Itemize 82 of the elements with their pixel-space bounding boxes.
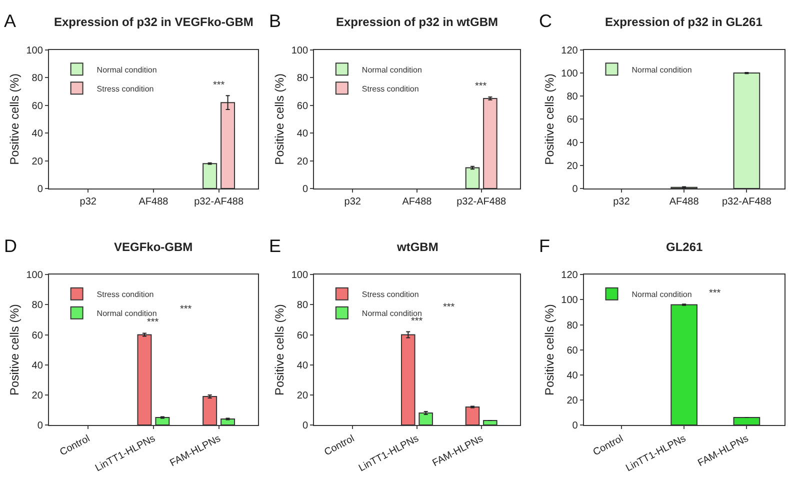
legend-label: Normal condition xyxy=(362,65,422,74)
y-tick-label: 120 xyxy=(561,45,578,56)
y-tick-label: 60 xyxy=(296,330,308,342)
text: C xyxy=(539,11,552,31)
y-tick-label: 100 xyxy=(291,270,308,282)
y-tick-label: 0 xyxy=(302,184,308,196)
legend-label: Stress condition xyxy=(362,84,419,94)
y-tick-label: 80 xyxy=(566,92,578,103)
y-tick-label: 0 xyxy=(302,420,308,432)
y-tick-label: 0 xyxy=(572,184,578,196)
chart-title: wtGBM xyxy=(396,240,438,254)
x-tick-label: p32-AF488 xyxy=(722,196,772,208)
y-tick-label: 100 xyxy=(291,45,308,56)
x-tick-label: AF488 xyxy=(138,196,169,208)
y-axis-title: Positive cells (%) xyxy=(542,74,556,165)
y-tick-label: 40 xyxy=(32,128,44,140)
y-tick-label: 80 xyxy=(296,73,308,84)
y-tick-label: 120 xyxy=(561,270,578,282)
annotation: *** xyxy=(443,302,455,313)
chart-title: VEGFko-GBM xyxy=(114,240,193,254)
legend-label: Normal condition xyxy=(632,290,692,299)
x-tick-label: p32 xyxy=(613,196,630,208)
x-tick-label: p32 xyxy=(80,196,97,208)
y-tick-label: 100 xyxy=(561,295,578,306)
legend-label: Normal condition xyxy=(362,308,422,318)
y-tick-label: 20 xyxy=(296,390,308,402)
legend-label: Stress condition xyxy=(362,290,419,299)
annotation: *** xyxy=(213,80,225,91)
chart-title: Expression of p32 in VEGFko-GBM xyxy=(54,15,254,29)
y-tick-label: 40 xyxy=(32,360,44,372)
y-tick-label: 60 xyxy=(32,330,44,342)
chart-title: Expression of p32 in wtGBM xyxy=(336,15,498,29)
y-tick-label: 80 xyxy=(32,300,44,312)
text: E xyxy=(269,236,282,256)
x-tick-label: p32-AF488 xyxy=(194,196,244,208)
y-tick-label: 80 xyxy=(566,320,578,332)
y-axis-title: Positive cells (%) xyxy=(272,74,287,165)
text: F xyxy=(539,236,550,256)
y-axis-title: Positive cells (%) xyxy=(272,304,287,396)
y-tick-label: 40 xyxy=(566,138,578,149)
x-tick-label: p32-AF488 xyxy=(456,196,507,208)
text: D xyxy=(4,236,17,256)
annotation: *** xyxy=(411,316,423,327)
text: A xyxy=(4,11,16,31)
legend-label: Normal condition xyxy=(632,65,692,74)
y-tick-label: 60 xyxy=(32,100,44,112)
y-tick-label: 0 xyxy=(572,420,578,432)
y-tick-label: 20 xyxy=(566,160,578,172)
y-tick-label: 60 xyxy=(296,100,308,112)
y-axis-title: Positive cells (%) xyxy=(8,304,22,396)
chart-title: Expression of p32 in GL261 xyxy=(605,15,763,29)
legend-label: Stress condition xyxy=(96,84,154,94)
y-tick-label: 100 xyxy=(26,45,44,56)
y-axis-title: Positive cells (%) xyxy=(8,74,22,165)
y-tick-label: 100 xyxy=(26,270,44,282)
legend-label: Normal condition xyxy=(96,65,157,74)
y-tick-label: 0 xyxy=(37,420,44,432)
y-axis-title: Positive cells (%) xyxy=(542,304,556,396)
x-tick-label: AF488 xyxy=(669,196,700,208)
y-tick-label: 40 xyxy=(566,370,578,382)
legend-label: Normal condition xyxy=(96,308,157,318)
y-tick-label: 20 xyxy=(566,395,578,406)
annotation: *** xyxy=(709,288,721,299)
y-tick-label: 80 xyxy=(296,300,308,312)
y-tick-label: 20 xyxy=(32,390,44,402)
x-tick-label: p32 xyxy=(344,196,362,208)
y-tick-label: 40 xyxy=(296,360,308,372)
y-tick-label: 100 xyxy=(561,68,578,80)
y-tick-label: 0 xyxy=(37,184,44,196)
y-tick-label: 60 xyxy=(566,345,578,356)
annotation: *** xyxy=(475,81,487,92)
chart-title: GL261 xyxy=(666,240,704,254)
y-tick-label: 60 xyxy=(566,114,578,126)
y-tick-label: 40 xyxy=(296,128,308,140)
annotation: *** xyxy=(147,317,159,328)
annotation: *** xyxy=(180,304,192,315)
x-tick-label: AF488 xyxy=(402,196,432,208)
text: B xyxy=(269,11,282,31)
legend-label: Stress condition xyxy=(96,290,154,299)
y-tick-label: 80 xyxy=(32,73,44,84)
y-tick-label: 20 xyxy=(32,156,44,168)
y-tick-label: 20 xyxy=(296,156,308,168)
